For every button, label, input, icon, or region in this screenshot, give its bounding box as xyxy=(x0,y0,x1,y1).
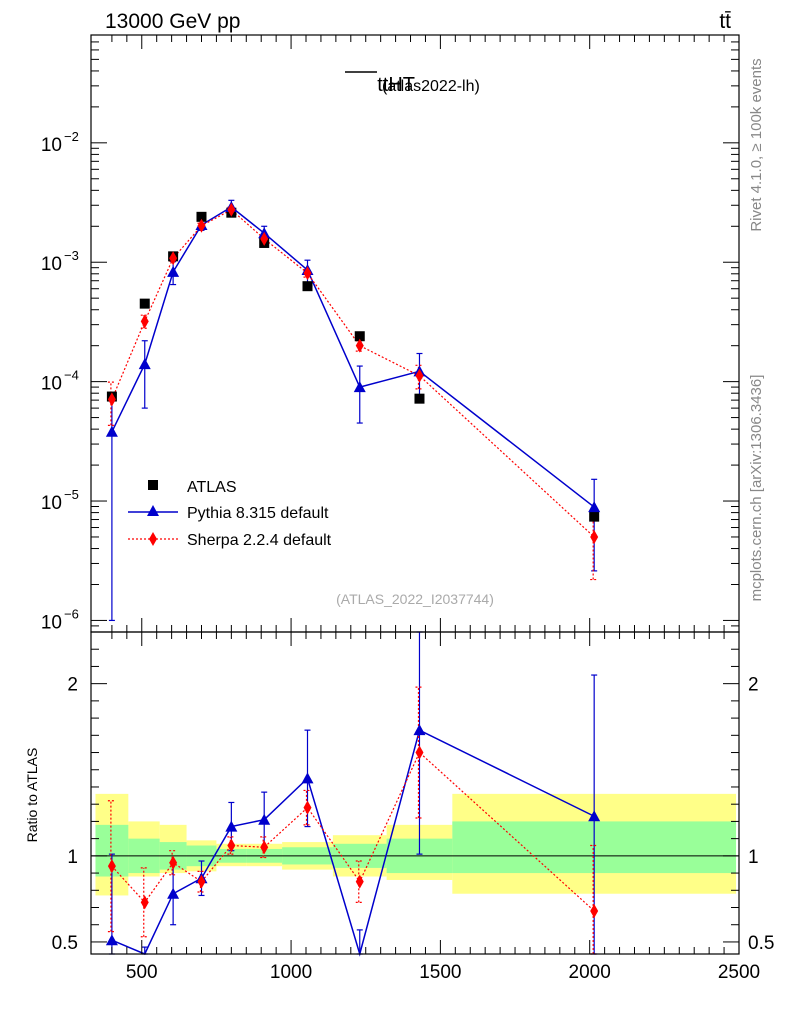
pythia-ratio-point xyxy=(413,724,426,736)
legend-label-pythia: Pythia 8.315 default xyxy=(187,505,329,522)
legend-marker-pythia xyxy=(147,505,159,516)
sherpa-point xyxy=(169,251,178,266)
ratio-y-tick-label: 1 xyxy=(748,847,759,868)
y-tick-label: 10 xyxy=(41,493,62,514)
sherpa-ratio-line xyxy=(111,751,595,912)
legend-marker-atlas xyxy=(148,480,158,490)
ratio-y-tick-label: 0.5 xyxy=(748,933,774,954)
header-process-label: tt̄ xyxy=(719,10,731,33)
sherpa-point xyxy=(140,314,149,329)
x-tick-label: 1000 xyxy=(270,962,312,983)
y-tick-label-exponent: −3 xyxy=(64,248,79,263)
sherpa-ratio-point xyxy=(107,859,116,874)
ratio-y-tick-label: 0.5 xyxy=(52,933,78,954)
atlas-data-point xyxy=(589,511,600,522)
sherpa-ratio-point xyxy=(197,874,206,889)
rivet-version-label: Rivet 4.1.0, ≥ 100k events xyxy=(748,58,765,231)
legend-label-sherpa: Sherpa 2.2.4 default xyxy=(187,532,332,549)
pythia-ratio-point xyxy=(105,934,118,946)
y-tick-label-exponent: −6 xyxy=(64,606,79,621)
pythia-point xyxy=(353,381,366,393)
ratio-y-tick-label: 2 xyxy=(67,675,78,696)
sherpa-point xyxy=(415,368,424,383)
x-tick-label: 2000 xyxy=(569,962,611,983)
ratio-axis-label: Ratio to ATLAS xyxy=(24,748,40,843)
y-tick-label-exponent: −5 xyxy=(64,487,79,502)
sherpa-point xyxy=(107,392,116,407)
legend: ATLAS Pythia 8.315 default Sherpa 2.2.4 … xyxy=(128,479,332,549)
pythia-ratio-line xyxy=(111,729,595,957)
pythia-ratio-point xyxy=(301,772,314,784)
sherpa-ratio-point xyxy=(590,903,599,918)
sherpa-ratio-point xyxy=(303,800,312,815)
ratio-y-tick-labels: 2 2 1 1 0.5 0.5 xyxy=(52,675,775,954)
sherpa-ratio-point xyxy=(169,855,178,870)
x-tick-label: 1500 xyxy=(419,962,461,983)
pythia-point xyxy=(588,501,601,513)
sherpa-point xyxy=(227,202,236,217)
y-tick-label: 10 xyxy=(41,374,62,395)
y-tick-label: 10 xyxy=(41,135,62,156)
legend-label-atlas: ATLAS xyxy=(187,479,237,496)
sherpa-ratio-point xyxy=(260,840,269,855)
ratio-uncertainty-bands xyxy=(95,793,737,896)
mcplots-citation-label: mcplots.cern.ch [arXiv:1306.3436] xyxy=(748,375,765,602)
sherpa-point xyxy=(355,338,364,353)
atlas-data-point xyxy=(414,393,425,404)
pythia-point xyxy=(105,425,118,437)
pythia-ratio-point xyxy=(167,887,180,899)
ratio-series xyxy=(105,631,601,957)
atlas-data-point xyxy=(139,298,150,309)
plot-subtitle: (atlas2022-lh) xyxy=(382,78,480,95)
ratio-y-tick-label: 1 xyxy=(67,847,78,868)
sherpa-ratio-point xyxy=(355,874,364,889)
x-tick-label: 2500 xyxy=(718,962,760,983)
pythia-line xyxy=(111,206,595,508)
atlas-data-point xyxy=(354,331,365,342)
ratio-panel-frame xyxy=(90,631,740,955)
atlas-data-point xyxy=(302,281,313,292)
sherpa-point xyxy=(197,218,206,233)
main-panel: 10−210−310−410−510−6 ttHT (atlas2022-lh)… xyxy=(41,34,740,634)
x-tick-label: 500 xyxy=(126,962,158,983)
atlas-data-point xyxy=(196,211,207,222)
plot-title: ttHT xyxy=(377,74,415,96)
pythia-point xyxy=(167,265,180,277)
legend-marker-sherpa xyxy=(149,532,157,546)
pythia-ratio-point xyxy=(225,820,238,832)
sherpa-point xyxy=(260,231,269,246)
main-panel-y-tick-labels: 10−210−310−410−510−6 xyxy=(41,129,79,634)
y-tick-label: 10 xyxy=(41,612,62,633)
sherpa-point xyxy=(590,529,599,544)
main-panel-ticks xyxy=(91,34,740,633)
y-tick-label: 10 xyxy=(41,254,62,275)
pythia-ratio-point xyxy=(588,810,601,822)
ratio-y-tick-label: 2 xyxy=(748,675,759,696)
sherpa-ratio-point xyxy=(415,745,424,760)
y-tick-label-exponent: −2 xyxy=(64,129,79,144)
header-energy-label: 13000 GeV pp xyxy=(105,10,240,33)
analysis-tag: (ATLAS_2022_I2037744) xyxy=(336,591,494,607)
x-tick-labels: 500 1000 1500 2000 2500 xyxy=(126,962,760,983)
sherpa-ratio-point xyxy=(227,838,236,853)
ratio-panel-ticks xyxy=(91,632,740,954)
sherpa-point xyxy=(303,266,312,281)
main-panel-series xyxy=(105,199,601,622)
ratio-panel: 2 2 1 1 0.5 0.5 500 1000 1500 2000 2500 Ratio to … xyxy=(24,631,775,983)
y-tick-label-exponent: −4 xyxy=(64,368,79,383)
pythia-point xyxy=(138,358,151,370)
pythia-ratio-point xyxy=(258,813,271,825)
sherpa-line xyxy=(111,209,595,538)
sherpa-ratio-point xyxy=(140,895,149,910)
